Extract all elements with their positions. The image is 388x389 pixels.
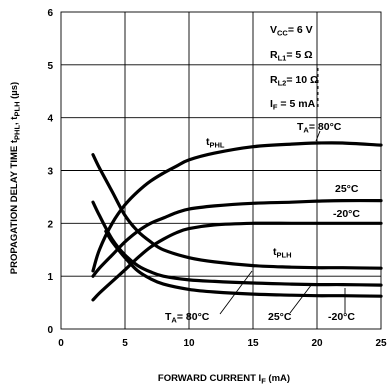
x-tick-label: 20 [311,338,323,349]
tplh-group-label: tPLH [273,246,292,260]
tphl-25c-curve [91,198,383,278]
x-tick-label: 25 [375,338,387,349]
annotation-leader [219,270,253,315]
annotation-leader [315,130,321,142]
x-tick-label: 0 [58,338,64,349]
y-tick-label: 1 [47,272,53,283]
condition-rl2: RL2= 10 Ω [270,74,318,88]
condition-if: IF = 5 mA [270,98,316,112]
y-axis-label: PROPAGATION DELAY TIME tPHL, tPLH (µs) [9,82,22,274]
condition-vcc: VCC= 6 V [270,24,313,38]
condition-rl1: RL1= 5 Ω [270,49,313,63]
x-tick-label: 10 [183,338,195,349]
grid-layer [60,11,382,330]
y-tick-label: 2 [47,219,53,230]
test-conditions: VCC= 6 V RL1= 5 Ω RL2= 10 Ω IF = 5 mA [270,24,318,112]
curve-layer [91,141,383,302]
x-tick-label: 15 [247,338,259,349]
tplh-80c-curve [91,153,383,270]
tick-layer: 0 5 10 15 20 25 0 1 2 3 4 5 6 [47,8,387,349]
tphl-m20c-curve [91,221,383,302]
y-tick-label: 5 [47,61,53,72]
leader-layer [219,68,346,315]
tplh-80c-label: TA= 80°C [165,311,210,325]
y-tick-label: 3 [47,167,53,178]
tplh-m20c-curve [104,229,383,298]
tphl-80c-curve [91,141,383,273]
tplh-m20c-label: -20°C [328,311,355,323]
tphl-25c-label: 25°C [335,183,359,195]
annotation-leader [289,283,313,314]
y-tick-label: 0 [47,325,53,336]
y-tick-label: 4 [47,114,53,125]
tphl-group-label: tPHL [206,136,225,150]
x-axis-label: FORWARD CURRENT IF (mA) [158,373,290,386]
tphl-m20c-label: -20°C [333,208,360,220]
tplh-25c-label: 25°C [268,311,292,323]
tphl-80c-label: TA= 80°C [297,121,342,135]
x-tick-label: 5 [122,338,128,349]
y-tick-label: 6 [47,8,53,19]
